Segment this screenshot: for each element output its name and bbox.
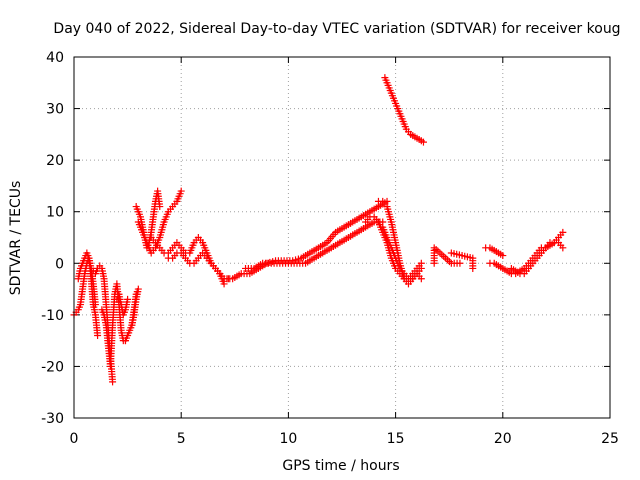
data-point	[91, 301, 99, 309]
y-tick-label: 20	[46, 153, 64, 169]
y-tick-label: 30	[46, 102, 64, 118]
x-tick-label: 5	[177, 431, 186, 447]
grid	[74, 57, 610, 418]
data-point	[109, 378, 117, 386]
y-tick-label: 10	[46, 205, 64, 221]
y-tick-label: 0	[55, 256, 64, 272]
x-tick-label: 15	[387, 431, 405, 447]
data-point	[559, 244, 567, 252]
y-tick-label: -10	[41, 308, 64, 324]
data-point	[469, 264, 477, 272]
plot-frame	[73, 56, 611, 419]
data-point	[156, 203, 164, 211]
y-tick-label: -30	[41, 411, 64, 427]
data-point	[417, 259, 425, 267]
y-tick-label: -20	[41, 359, 64, 375]
x-tick-label: 10	[279, 431, 297, 447]
data-point	[559, 228, 567, 236]
data-point	[128, 321, 136, 329]
data-point	[499, 252, 507, 260]
data-point	[177, 187, 185, 195]
x-tick-label: 0	[70, 431, 79, 447]
axis-ticks: 0 5 10 15 20 25 -30 -20 -10 0 10 20 30 40	[41, 50, 619, 447]
data-point	[419, 138, 427, 146]
y-tick-label: 40	[46, 50, 64, 66]
chart-title: Day 040 of 2022, Sidereal Day-to-day VTE…	[53, 21, 620, 37]
y-axis-label: SDTVAR / TECUs	[8, 181, 24, 296]
data-points	[70, 74, 567, 386]
x-tick-label: 20	[494, 431, 512, 447]
data-point	[94, 331, 102, 339]
x-tick-label: 25	[601, 431, 619, 447]
data-point	[417, 275, 425, 283]
data-point	[456, 259, 464, 267]
data-point	[124, 295, 132, 303]
x-axis-label: GPS time / hours	[282, 458, 399, 474]
